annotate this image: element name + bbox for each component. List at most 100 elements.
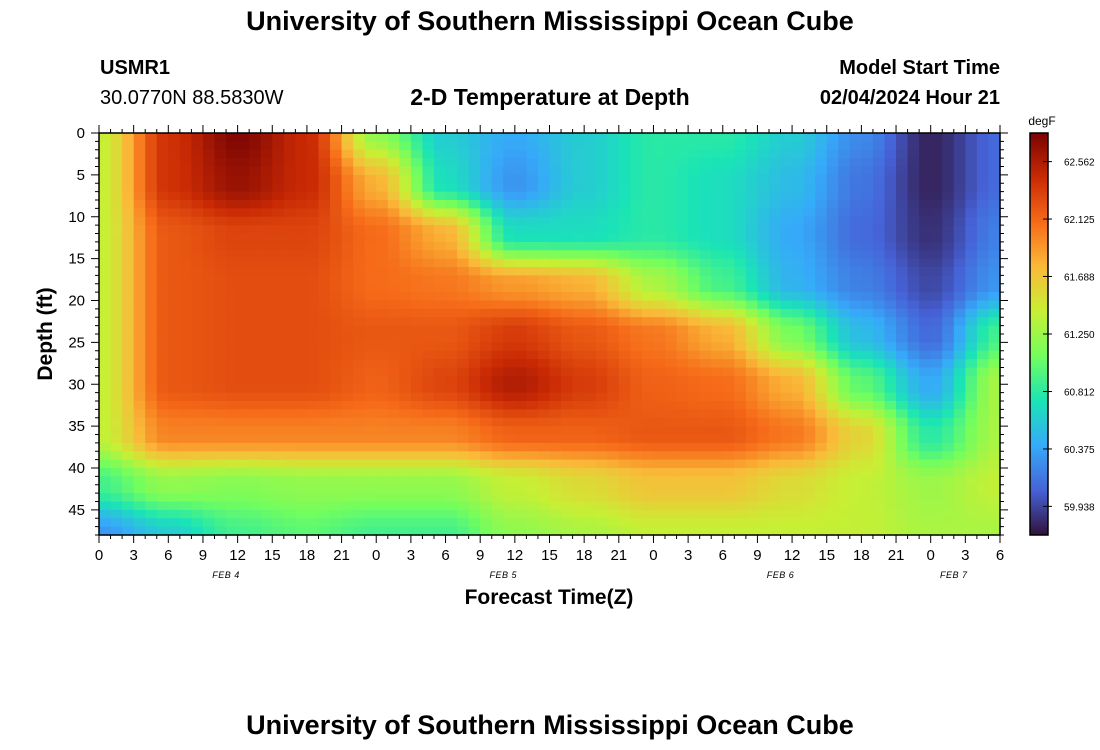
heatmap-cell — [237, 375, 250, 385]
heatmap-cell — [919, 292, 932, 302]
heatmap-cell — [295, 401, 308, 410]
heatmap-cell — [110, 350, 123, 360]
heatmap-cell — [757, 451, 770, 461]
heatmap-cell — [272, 417, 285, 427]
heatmap-cell — [665, 434, 678, 444]
heatmap-cell — [942, 401, 955, 410]
heatmap-cell — [676, 241, 689, 251]
heatmap-cell — [110, 149, 123, 159]
heatmap-cell — [214, 292, 227, 302]
heatmap-cell — [122, 342, 135, 352]
heatmap-cell — [283, 526, 296, 536]
heatmap-cell — [537, 158, 551, 168]
heatmap-cell — [734, 158, 747, 168]
heatmap-cell — [965, 233, 978, 243]
heatmap-cell — [283, 409, 296, 419]
heatmap-cell — [584, 158, 597, 168]
heatmap-cell — [226, 392, 239, 402]
heatmap-cell — [641, 367, 655, 377]
heatmap-cell — [618, 493, 631, 503]
heatmap-cell — [514, 384, 527, 394]
heatmap-cell — [260, 216, 273, 226]
heatmap-cell — [480, 191, 493, 201]
heatmap-cell — [179, 233, 193, 243]
heatmap-cell — [341, 392, 354, 402]
heatmap-cell — [919, 174, 932, 184]
heatmap-cell — [503, 233, 516, 243]
heatmap-cell — [653, 451, 666, 461]
heatmap-cell — [953, 350, 966, 360]
heatmap-cell — [930, 459, 943, 469]
heatmap-cell — [330, 409, 343, 419]
heatmap-cell — [480, 183, 493, 193]
heatmap-cell — [942, 233, 955, 243]
heatmap-cell — [768, 174, 782, 184]
heatmap-cell — [561, 174, 574, 184]
heatmap-cell — [688, 233, 701, 243]
heatmap-cell — [226, 476, 239, 486]
heatmap-cell — [260, 342, 273, 352]
heatmap-cell — [861, 283, 874, 293]
heatmap-cell — [734, 526, 747, 536]
heatmap-cell — [768, 233, 782, 243]
heatmap-cell — [572, 308, 585, 318]
heatmap-cell — [676, 526, 689, 536]
heatmap-cell — [353, 334, 366, 343]
heatmap-cell — [341, 233, 354, 243]
heatmap-cell — [387, 317, 400, 327]
heatmap-cell — [410, 317, 424, 327]
heatmap-cell — [815, 392, 828, 402]
heatmap-cell — [399, 518, 412, 528]
heatmap-cell — [295, 200, 308, 209]
heatmap-cell — [133, 476, 146, 486]
heatmap-cell — [145, 275, 158, 285]
heatmap-cell — [699, 166, 712, 176]
heatmap-cell — [491, 275, 504, 285]
heatmap-cell — [780, 434, 793, 444]
heatmap-cell — [896, 501, 909, 511]
heatmap-cell — [953, 342, 966, 352]
heatmap-cell — [457, 476, 470, 486]
heatmap-cell — [272, 183, 285, 193]
heatmap-cell — [526, 384, 539, 394]
heatmap-cell — [861, 158, 874, 168]
heatmap-cell — [168, 484, 181, 494]
heatmap-cell — [930, 250, 943, 260]
heatmap-cell — [226, 451, 239, 461]
heatmap-cell — [99, 292, 112, 302]
heatmap-cell — [295, 442, 308, 452]
heatmap-cell — [965, 468, 978, 477]
heatmap-cell — [433, 158, 447, 168]
heatmap-cell — [133, 334, 146, 343]
heatmap-cell — [399, 216, 412, 226]
heatmap-cell — [988, 392, 1001, 402]
heatmap-cell — [537, 258, 551, 268]
heatmap-cell — [433, 300, 447, 310]
heatmap-cell — [122, 250, 135, 260]
heatmap-cell — [676, 401, 689, 410]
heatmap-cell — [179, 191, 193, 201]
heatmap-cell — [422, 442, 435, 452]
heatmap-cell — [549, 300, 562, 310]
heatmap-cell — [561, 493, 574, 503]
heatmap-cell — [353, 300, 366, 310]
heatmap-cell — [965, 166, 978, 176]
heatmap-cell — [433, 133, 447, 142]
heatmap-cell — [168, 225, 181, 235]
heatmap-cell — [618, 392, 631, 402]
heatmap-cell — [872, 334, 886, 343]
heatmap-cell — [318, 325, 331, 335]
heatmap-cell — [699, 149, 712, 159]
heatmap-cell — [226, 174, 239, 184]
heatmap-cell — [260, 518, 273, 528]
heatmap-cell — [110, 300, 123, 310]
heatmap-cell — [607, 233, 620, 243]
heatmap-cell — [145, 384, 158, 394]
heatmap-cell — [653, 484, 666, 494]
heatmap-cell — [561, 267, 574, 276]
heatmap-cell — [145, 250, 158, 260]
heatmap-cell — [780, 233, 793, 243]
heatmap-cell — [145, 401, 158, 410]
heatmap-cell — [826, 174, 839, 184]
heatmap-cell — [295, 233, 308, 243]
